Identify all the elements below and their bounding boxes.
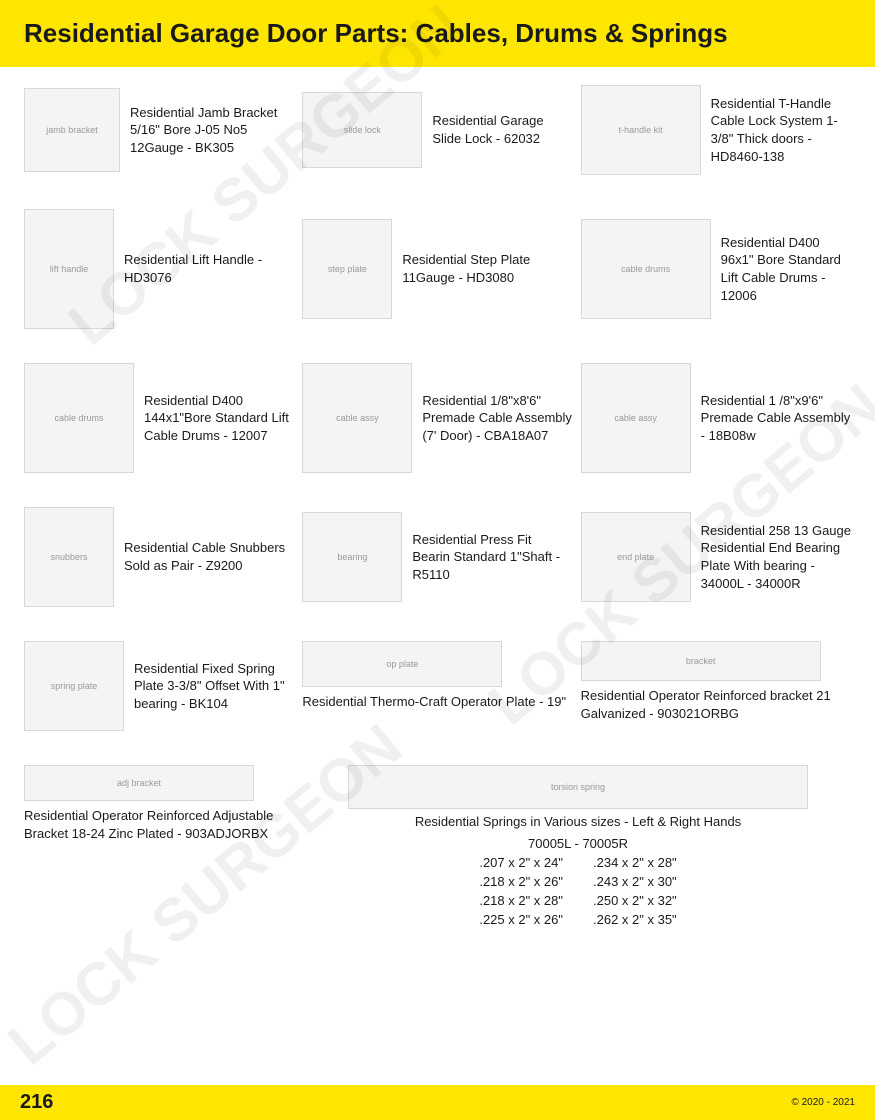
product-image: torsion spring — [348, 765, 808, 809]
product-description: Residential Operator Reinforced bracket … — [581, 687, 851, 722]
product-description: Residential D400 144x1"Bore Standard Lif… — [144, 392, 294, 445]
product-description: Residential Thermo-Craft Operator Plate … — [302, 693, 566, 711]
springs-size: .243 x 2" x 30" — [593, 873, 677, 892]
product-image: bearing — [302, 512, 402, 602]
catalog-row: cable drums Residential D400 144x1"Bore … — [24, 363, 851, 473]
product-image: lift handle — [24, 209, 114, 329]
catalog-row: spring plate Residential Fixed Spring Pl… — [24, 641, 851, 731]
catalog-item: bearing Residential Press Fit Bearin Sta… — [302, 507, 572, 607]
product-description: Residential Fixed Spring Plate 3-3/8" Of… — [134, 660, 294, 713]
page-title: Residential Garage Door Parts: Cables, D… — [24, 18, 851, 49]
product-image: cable drums — [24, 363, 134, 473]
springs-size: .250 x 2" x 32" — [593, 892, 677, 911]
product-description: Residential T-Handle Cable Lock System 1… — [711, 95, 851, 165]
springs-col-right: .234 x 2" x 28" .243 x 2" x 30" .250 x 2… — [593, 854, 677, 929]
product-description: Residential 1/8"x8'6" Premade Cable Asse… — [422, 392, 572, 445]
springs-size: .234 x 2" x 28" — [593, 854, 677, 873]
product-description: Residential Press Fit Bearin Standard 1"… — [412, 531, 572, 584]
springs-block: torsion spring Residential Springs in Va… — [305, 765, 851, 929]
catalog-row: adj bracket Residential Operator Reinfor… — [24, 765, 851, 929]
catalog-row: jamb bracket Residential Jamb Bracket 5/… — [24, 85, 851, 175]
catalog-item: cable drums Residential D400 144x1"Bore … — [24, 363, 294, 473]
page-header: Residential Garage Door Parts: Cables, D… — [0, 0, 875, 67]
product-image: cable drums — [581, 219, 711, 319]
product-image: jamb bracket — [24, 88, 120, 172]
springs-size: .262 x 2" x 35" — [593, 911, 677, 930]
springs-title: Residential Springs in Various sizes - L… — [415, 813, 741, 831]
catalog-item: cable drums Residential D400 96x1" Bore … — [581, 209, 851, 329]
product-description: Residential Jamb Bracket 5/16" Bore J-05… — [130, 104, 294, 157]
product-description: Residential D400 96x1" Bore Standard Lif… — [721, 234, 851, 304]
product-description: Residential Cable Snubbers Sold as Pair … — [124, 539, 294, 574]
catalog-content: jamb bracket Residential Jamb Bracket 5/… — [0, 67, 875, 929]
product-image: op plate — [302, 641, 502, 687]
springs-codes: 70005L - 70005R — [528, 835, 628, 853]
catalog-item: spring plate Residential Fixed Spring Pl… — [24, 641, 294, 731]
catalog-item: cable assy Residential 1 /8"x9'6" Premad… — [581, 363, 851, 473]
product-description: Residential Lift Handle - HD3076 — [124, 251, 294, 286]
catalog-item: t-handle kit Residential T-Handle Cable … — [581, 85, 851, 175]
product-description: Residential Step Plate 11Gauge - HD3080 — [402, 251, 572, 286]
product-image: cable assy — [302, 363, 412, 473]
springs-sizes: .207 x 2" x 24" .218 x 2" x 26" .218 x 2… — [479, 854, 676, 929]
page-footer: 216 © 2020 - 2021 — [0, 1085, 875, 1120]
product-image: end plate — [581, 512, 691, 602]
product-image: bracket — [581, 641, 821, 681]
catalog-item: bracket Residential Operator Reinforced … — [581, 641, 851, 731]
catalog-row: snubbers Residential Cable Snubbers Sold… — [24, 507, 851, 607]
page-number: 216 — [20, 1091, 53, 1114]
product-image: spring plate — [24, 641, 124, 731]
product-image: t-handle kit — [581, 85, 701, 175]
springs-col-left: .207 x 2" x 24" .218 x 2" x 26" .218 x 2… — [479, 854, 563, 929]
product-description: Residential Garage Slide Lock - 62032 — [432, 112, 572, 147]
catalog-item: cable assy Residential 1/8"x8'6" Premade… — [302, 363, 572, 473]
springs-size: .218 x 2" x 28" — [479, 892, 563, 911]
catalog-item: end plate Residential 258 13 Gauge Resid… — [581, 507, 851, 607]
springs-size: .218 x 2" x 26" — [479, 873, 563, 892]
product-description: Residential Operator Reinforced Adjustab… — [24, 807, 297, 842]
catalog-item: jamb bracket Residential Jamb Bracket 5/… — [24, 85, 294, 175]
catalog-item: snubbers Residential Cable Snubbers Sold… — [24, 507, 294, 607]
springs-size: .207 x 2" x 24" — [479, 854, 563, 873]
product-image: cable assy — [581, 363, 691, 473]
product-image: slide lock — [302, 92, 422, 168]
catalog-row: lift handle Residential Lift Handle - HD… — [24, 209, 851, 329]
springs-size: .225 x 2" x 26" — [479, 911, 563, 930]
product-description: Residential 1 /8"x9'6" Premade Cable Ass… — [701, 392, 851, 445]
copyright-text: © 2020 - 2021 — [791, 1097, 855, 1108]
product-image: step plate — [302, 219, 392, 319]
catalog-item: lift handle Residential Lift Handle - HD… — [24, 209, 294, 329]
product-image: snubbers — [24, 507, 114, 607]
catalog-item: slide lock Residential Garage Slide Lock… — [302, 85, 572, 175]
catalog-item: adj bracket Residential Operator Reinfor… — [24, 765, 297, 929]
catalog-item: step plate Residential Step Plate 11Gaug… — [302, 209, 572, 329]
product-image: adj bracket — [24, 765, 254, 801]
product-description: Residential 258 13 Gauge Residential End… — [701, 522, 851, 592]
catalog-item: op plate Residential Thermo-Craft Operat… — [302, 641, 572, 731]
